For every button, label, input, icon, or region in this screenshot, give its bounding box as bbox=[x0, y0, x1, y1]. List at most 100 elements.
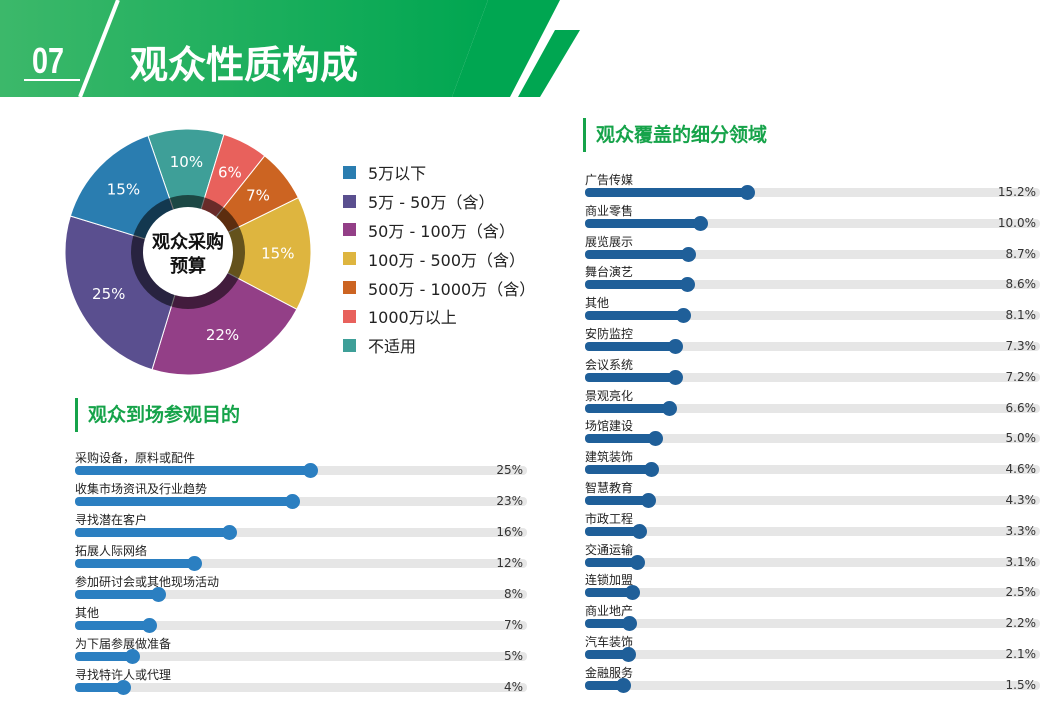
bar-percent: 23% bbox=[496, 494, 523, 508]
pie-slice bbox=[147, 128, 225, 254]
bar-knob bbox=[115, 680, 131, 695]
bar-track bbox=[585, 647, 1040, 662]
bar-track bbox=[585, 246, 1040, 262]
bar-knob bbox=[668, 339, 684, 354]
bar-percent: 4.3% bbox=[1005, 493, 1037, 507]
bar-label: 寻找特许人或代理 bbox=[75, 668, 172, 682]
bar-label: 采购设备，原料或配件 bbox=[75, 451, 196, 465]
bar-label: 连锁加盟 bbox=[585, 573, 634, 588]
slice-label: 22% bbox=[206, 326, 239, 344]
bar-percent: 7.2% bbox=[1005, 369, 1037, 384]
legend-swatch bbox=[343, 252, 356, 266]
bar-track bbox=[585, 554, 1040, 570]
legend-label: 50万 - 100万（含） bbox=[368, 221, 515, 241]
legend-label: 100万 - 500万（含） bbox=[368, 250, 526, 270]
pie-slice bbox=[186, 197, 312, 311]
bar-track bbox=[585, 215, 1040, 231]
bar-track bbox=[75, 618, 527, 633]
bar-fill bbox=[585, 280, 688, 290]
bar-row: 连锁加盟 2.5% bbox=[585, 573, 1040, 604]
header-banner bbox=[0, 0, 580, 98]
bar-track bbox=[75, 525, 527, 540]
bar-knob bbox=[675, 308, 691, 324]
legend-item: 100万 - 500万（含） bbox=[343, 244, 535, 273]
legend-swatch bbox=[343, 281, 356, 295]
bar-percent: 2.1% bbox=[1005, 647, 1037, 661]
legend-item: 5万 - 50万（含） bbox=[343, 187, 535, 216]
bar-row: 参加研讨会或其他现场活动 8% bbox=[75, 575, 527, 606]
bar-knob bbox=[681, 246, 697, 262]
slice-label: 15% bbox=[107, 181, 140, 199]
bar-row: 智慧教育 4.3% bbox=[585, 481, 1040, 512]
legend-swatch bbox=[343, 165, 356, 179]
bar-percent: 5% bbox=[503, 649, 523, 663]
bar-knob bbox=[186, 556, 202, 571]
bar-row: 汽车装饰 2.1% bbox=[585, 635, 1040, 666]
bar-row: 交通运输 3.1% bbox=[585, 543, 1040, 574]
bar-fill bbox=[585, 650, 629, 659]
bar-percent: 7.3% bbox=[1005, 339, 1037, 353]
bar-track bbox=[585, 616, 1040, 632]
bar-knob bbox=[622, 616, 638, 632]
legend-swatch bbox=[343, 223, 356, 237]
bar-percent: 1.5% bbox=[1005, 677, 1037, 692]
bar-fill bbox=[75, 621, 150, 630]
bar-track bbox=[585, 431, 1040, 447]
legend-swatch bbox=[343, 194, 356, 208]
slice-label: 7% bbox=[246, 187, 270, 205]
legend-item: 50万 - 100万（含） bbox=[343, 216, 535, 245]
bar-track bbox=[75, 649, 527, 664]
bar-fill bbox=[75, 466, 310, 475]
bar-track bbox=[75, 680, 527, 695]
bar-label: 展览展示 bbox=[585, 234, 634, 249]
bar-track bbox=[585, 308, 1040, 324]
bar-percent: 12% bbox=[496, 556, 523, 570]
bar-fill bbox=[75, 652, 132, 661]
bar-fill bbox=[75, 559, 194, 568]
chart-legend: 5万以下 5万 - 50万（含） 50万 - 100万（含） 100万 - 500万（… bbox=[343, 158, 535, 360]
bar-track bbox=[585, 493, 1040, 508]
bar-fill bbox=[585, 526, 640, 536]
bar-row: 金融服务 1.5% bbox=[585, 666, 1040, 697]
bar-fill bbox=[585, 218, 700, 228]
bar-row: 其他 8.1% bbox=[585, 296, 1040, 327]
bar-fill bbox=[75, 683, 123, 692]
bar-fill bbox=[585, 249, 689, 259]
bar-track bbox=[585, 585, 1040, 601]
legend-label: 5万以下 bbox=[368, 164, 427, 184]
bar-knob bbox=[124, 649, 140, 664]
bar-fill bbox=[585, 680, 623, 690]
bar-row: 商业零售 10.0% bbox=[585, 204, 1040, 235]
bar-row: 场馆建设 5.0% bbox=[585, 419, 1040, 450]
bar-knob bbox=[624, 585, 640, 601]
bar-percent: 4% bbox=[503, 680, 523, 694]
bar-label: 交通运输 bbox=[585, 542, 634, 557]
bar-row: 商业地产 2.2% bbox=[585, 604, 1040, 635]
bar-fill bbox=[585, 557, 638, 567]
bar-fill bbox=[585, 372, 675, 382]
bar-knob bbox=[615, 677, 631, 693]
bar-track bbox=[75, 463, 527, 478]
bar-row: 收集市场资讯及行业趋势 23% bbox=[75, 482, 527, 513]
page-title: 观众性质构成 bbox=[130, 43, 359, 87]
bar-track bbox=[585, 677, 1040, 693]
bar-knob bbox=[647, 431, 663, 447]
bar-row: 为下届参展做准备 5% bbox=[75, 637, 527, 668]
bar-fill bbox=[585, 496, 649, 505]
legend-label: 500万 - 1000万（含） bbox=[368, 279, 536, 299]
bar-row: 寻找潜在客户 16% bbox=[75, 513, 527, 544]
purpose-title: 观众到场参观目的 bbox=[75, 398, 240, 432]
center-label: 观众采购 bbox=[152, 231, 224, 253]
bar-knob bbox=[641, 493, 657, 508]
donut-hole bbox=[143, 207, 233, 297]
bar-fill bbox=[585, 311, 683, 321]
bar-track bbox=[75, 494, 527, 509]
bar-label: 汽车装饰 bbox=[585, 635, 634, 649]
section-number: 07 bbox=[32, 40, 65, 81]
bar-label: 收集市场资讯及行业趋势 bbox=[75, 482, 208, 496]
bar-label: 建筑装饰 bbox=[585, 450, 634, 465]
bar-row: 建筑装饰 4.6% bbox=[585, 450, 1040, 481]
bar-knob bbox=[151, 587, 167, 602]
bar-row: 广告传媒 15.2% bbox=[585, 173, 1040, 204]
